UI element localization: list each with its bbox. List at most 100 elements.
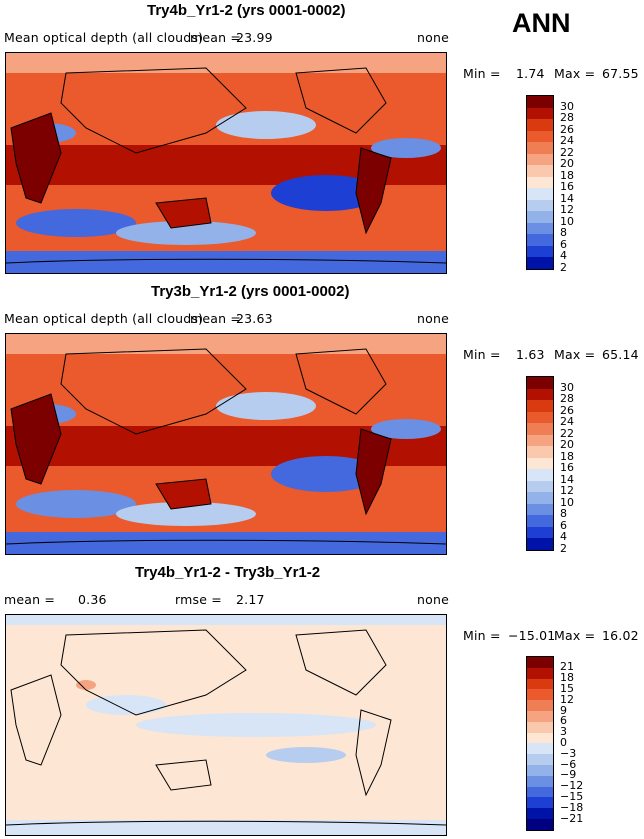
panel-2-colorbar-cell <box>527 469 553 481</box>
panel-1-africa-outline <box>10 112 62 204</box>
panel-2-map <box>5 333 447 555</box>
panel-1-north-america-outline <box>295 67 387 134</box>
panel-3-colorbar-tick: −3 <box>560 747 577 760</box>
panel-3-colorbar-cell <box>527 743 553 755</box>
panel-2-eurasia-outline <box>60 348 247 435</box>
panel-2-australia-outline <box>155 478 212 510</box>
panel-2-max-label: Max = <box>554 347 596 362</box>
panel-2-colorbar-tick: 2 <box>560 542 567 555</box>
panel-3-colorbar-tick: 6 <box>560 714 567 727</box>
panel-3-colorbar-cell <box>527 721 553 733</box>
panel-3-colorbar-cell <box>527 764 553 776</box>
panel-2-colorbar-cell <box>527 446 553 458</box>
panel-3-colorbar-tick: −18 <box>560 801 584 814</box>
panel-1-colorbar-cell <box>527 199 553 211</box>
panel-1-colorbar-cell <box>527 188 553 200</box>
panel-1-colorbar-cell <box>527 222 553 234</box>
panel-3-min-label: Min = <box>463 628 501 643</box>
panel-2-colorbar-cell <box>527 538 553 550</box>
panel-2-mean-value: 23.63 <box>236 311 273 326</box>
panel-1-colorbar-cell <box>527 165 553 177</box>
panel-1-arctic-band <box>6 53 446 73</box>
panel-2-colorbar-cell <box>527 377 553 389</box>
panel-1-colorbar <box>526 95 554 270</box>
panel-2-colorbar-tick: 22 <box>560 427 574 440</box>
panel-2-colorbar-cell <box>527 434 553 446</box>
panel-2-arctic-band <box>6 334 446 354</box>
season-label: ANN <box>512 8 571 38</box>
panel-2-colorbar-tick: 4 <box>560 530 567 543</box>
panel-2-colorbar-tick: 16 <box>560 461 574 474</box>
panel-2-variable-label: Mean optical depth (all clouds) <box>4 311 204 326</box>
panel-3-max-value: 16.02 <box>602 628 639 643</box>
panel-2-colorbar-cell <box>527 423 553 435</box>
panel-2-north-america-outline <box>295 348 387 415</box>
panel-3-colorbar-tick: 15 <box>560 682 574 695</box>
panel-3-colorbar-cell <box>527 678 553 690</box>
panel-3-colorbar-cell <box>527 797 553 809</box>
panel-3-colorbar-tick: −15 <box>560 790 584 803</box>
panel-2-colorbar-tick: 28 <box>560 392 574 405</box>
panel-3-colorbar-cell <box>527 732 553 744</box>
panel-2-colorbar-tick: 30 <box>560 381 574 394</box>
panel-3-map <box>5 614 447 836</box>
panel-1-colorbar-cell <box>527 96 553 108</box>
panel-3-max-label: Max = <box>554 628 596 643</box>
panel-1-mean-value: 23.99 <box>236 30 273 45</box>
panel-1-colorbar-cell <box>527 107 553 119</box>
panel-2-colorbar-cell <box>527 411 553 423</box>
panel-1-none-label: none <box>417 30 449 45</box>
panel-2-mean-label: mean = <box>190 311 242 326</box>
panel-3-colorbar-tick: 9 <box>560 704 567 717</box>
panel-2-colorbar-tick: 20 <box>560 438 574 451</box>
panel-3-colorbar-tick: −12 <box>560 779 584 792</box>
panel-3-colorbar-tick: 3 <box>560 725 567 738</box>
panel-1-colorbar-cell <box>527 119 553 131</box>
panel-3-mean-value: 0.36 <box>78 592 107 607</box>
panel-3-low-tropical-pacific <box>136 713 376 737</box>
panel-2-none-label: none <box>417 311 449 326</box>
panel-1-min-label: Min = <box>463 66 501 81</box>
panel-2-colorbar-tick: 26 <box>560 404 574 417</box>
panel-3-map-svg <box>5 615 447 835</box>
panel-1-colorbar-cell <box>527 153 553 165</box>
panel-2-colorbar-cell <box>527 492 553 504</box>
panel-1-colorbar-tick: 20 <box>560 157 574 170</box>
panel-3-colorbar-cell <box>527 657 553 668</box>
panel-3-low-indian <box>86 695 166 715</box>
panel-1-colorbar-tick: 16 <box>560 180 574 193</box>
panel-1-colorbar-tick: 24 <box>560 134 574 147</box>
panel-1-colorbar-tick: 30 <box>560 100 574 113</box>
panel-3-rmse-label: rmse = <box>175 592 222 607</box>
panel-2-colorbar <box>526 376 554 551</box>
panel-3-north-america-outline <box>295 629 387 696</box>
panel-2-max-value: 65.14 <box>602 347 639 362</box>
panel-3-australia-outline <box>155 759 212 791</box>
panel-1-colorbar-cell <box>527 211 553 223</box>
panel-1-map <box>5 52 447 274</box>
panel-2-africa-outline <box>10 393 62 485</box>
panel-3-colorbar-cell <box>527 689 553 701</box>
panel-2-colorbar-cell <box>527 503 553 515</box>
panel-2-colorbar-tick: 24 <box>560 415 574 428</box>
panel-1-colorbar-cell <box>527 142 553 154</box>
panel-1-colorbar-tick: 4 <box>560 249 567 262</box>
panel-3-colorbar-cell <box>527 710 553 722</box>
panel-2-low-east-atlantic <box>371 419 441 439</box>
panel-1-title: Try4b_Yr1-2 (yrs 0001-0002) <box>147 2 346 19</box>
panel-3-colorbar-cell <box>527 786 553 798</box>
panel-1-map-svg <box>5 53 447 273</box>
panel-3-colorbar-cell <box>527 754 553 765</box>
panel-3-colorbar-tick: 0 <box>560 736 567 749</box>
panel-3-colorbar-cell <box>527 818 553 830</box>
panel-1-colorbar-tick: 6 <box>560 238 567 251</box>
panel-2-colorbar-tick: 14 <box>560 473 574 486</box>
panel-3-colorbar-cell <box>527 808 553 819</box>
panel-3-none-label: none <box>417 592 449 607</box>
panel-1-colorbar-tick: 2 <box>560 261 567 274</box>
panel-2-low-north-pacific <box>216 392 316 420</box>
panel-1-colorbar-cell <box>527 245 553 257</box>
panel-3-colorbar-cell <box>527 700 553 711</box>
panel-3-colorbar-tick: 18 <box>560 671 574 684</box>
panel-1-south-america-outline <box>355 147 392 235</box>
